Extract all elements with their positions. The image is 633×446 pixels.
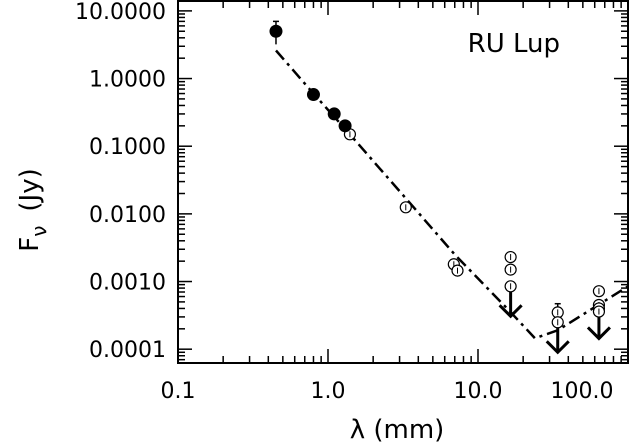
upper-limit-arrow-head [545,340,570,355]
model-dash-dot-line [275,49,629,340]
y-axis-title: Fν (Jy) [15,168,51,251]
filled-data-point [269,24,283,38]
filled-data-point [327,107,341,121]
y-tick-label: 0.0010 [89,271,166,296]
x-tick-label: 10.0 [454,379,503,404]
y-axis-title-main: F [15,237,45,252]
y-axis-title-unit: (Jy) [15,168,45,211]
x-axis-ticks [177,1,629,363]
upper-limit-arrow-head [498,304,523,319]
chart-annotation: RU Lup [468,29,560,59]
y-axis-title-subscript: ν [27,226,51,237]
svg-text:Fν(Jy): Fν (Jy) [15,168,51,251]
y-tick-label: 10.0000 [75,0,166,25]
upper-limit-arrow-head [586,326,611,341]
x-tick-label: 100.0 [551,379,614,404]
y-tick-label: 1.0000 [89,68,166,93]
y-axis-tick-labels: 0.0001 0.0010 0.0100 0.1000 1.0000 10.0000 [75,0,166,363]
filled-data-point [338,119,352,133]
x-tick-label: 0.1 [161,379,196,404]
y-tick-label: 0.0100 [89,203,166,228]
x-axis-tick-labels: 0.1 1.0 10.0 100.0 [161,379,614,404]
y-tick-label: 0.0001 [89,338,166,363]
x-tick-label: 1.0 [311,379,346,404]
chart-marks [269,20,629,355]
filled-data-point [306,88,320,102]
y-tick-label: 0.1000 [89,135,166,160]
y-axis-ticks [178,10,628,361]
x-axis-title: λ (mm) [350,415,445,445]
